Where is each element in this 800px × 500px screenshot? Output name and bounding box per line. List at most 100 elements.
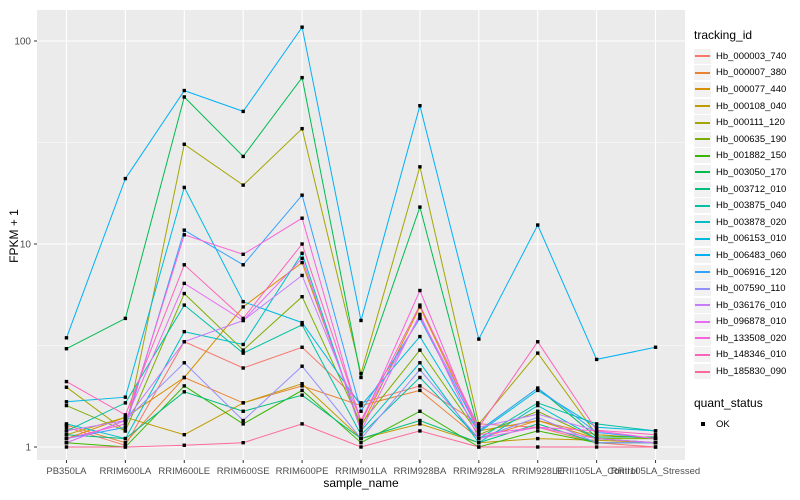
data-point <box>536 436 540 441</box>
data-point <box>536 340 540 344</box>
data-point <box>359 445 363 449</box>
data-point <box>123 445 128 449</box>
data-point <box>594 428 599 432</box>
x-tick-label-PB350LA: PB350LA <box>46 466 87 477</box>
data-point <box>64 422 69 426</box>
data-point <box>64 346 69 351</box>
data-point <box>241 263 245 267</box>
legend-entry-Hb_096878_010: Hb_096878_010 <box>694 314 800 331</box>
data-point <box>359 318 363 323</box>
legend-label: Hb_185830_090 <box>716 366 787 378</box>
data-point <box>653 429 658 433</box>
data-point <box>300 384 304 388</box>
legend-quant-status: quant_status OK <box>694 396 800 433</box>
data-point <box>123 413 128 417</box>
legend-key-line-icon <box>694 164 711 180</box>
legend-entry-Hb_003875_040: Hb_003875_040 <box>694 197 800 214</box>
y-tick-label: 100 <box>14 37 31 48</box>
legend-key-line-icon <box>694 247 711 263</box>
data-point <box>123 418 128 423</box>
legend-key-color <box>695 287 710 290</box>
data-point <box>182 88 186 93</box>
legend-label: Hb_000635_190 <box>716 133 787 145</box>
data-point <box>418 422 422 426</box>
data-point <box>359 422 363 426</box>
data-point <box>477 432 481 437</box>
data-point <box>359 425 363 430</box>
data-point <box>536 415 540 420</box>
data-point <box>300 25 304 29</box>
data-point <box>300 364 304 368</box>
data-point <box>182 95 186 99</box>
legend-entry-Hb_133508_020: Hb_133508_020 <box>694 330 800 347</box>
legend-entry-Hb_000635_190: Hb_000635_190 <box>694 131 800 148</box>
x-tick-label-RRIM928LA: RRIM928LA <box>453 466 505 477</box>
data-point <box>418 165 422 169</box>
data-point <box>123 443 128 447</box>
legend-title-quant-status: quant_status <box>694 395 763 410</box>
data-point <box>653 345 658 349</box>
legend-key-color <box>695 370 710 373</box>
data-point <box>594 445 599 449</box>
legend-key-line-icon <box>694 98 711 114</box>
data-point <box>64 425 69 430</box>
legend-entry-quant-OK: OK <box>694 416 800 433</box>
data-point <box>182 185 186 190</box>
data-point <box>359 403 363 408</box>
data-point <box>64 432 69 437</box>
data-point <box>594 425 599 430</box>
legend-label: Hb_003875_040 <box>716 200 787 212</box>
data-point <box>300 126 304 131</box>
data-point <box>418 305 422 309</box>
data-point <box>594 440 599 445</box>
data-point <box>418 418 422 423</box>
legend-label: Hb_006483_060 <box>716 249 787 261</box>
legend-key-line-icon <box>694 181 711 197</box>
data-point <box>182 375 186 380</box>
data-point <box>359 418 363 423</box>
data-point <box>241 409 245 413</box>
data-point <box>536 401 540 405</box>
legend-entry-Hb_006153_010: Hb_006153_010 <box>694 231 800 248</box>
data-point <box>182 291 186 296</box>
legend-key-color <box>695 320 710 323</box>
legend: tracking_id Hb_000003_740 Hb_000007_380 Hb… <box>694 28 800 432</box>
legend-entry-Hb_000003_740: Hb_000003_740 <box>694 48 800 65</box>
legend-label: Hb_000077_440 <box>716 83 787 95</box>
legend-key-color <box>695 221 710 224</box>
legend-key-line-icon <box>694 264 711 280</box>
data-point <box>359 436 363 441</box>
x-tick-label-RRIM901LA: RRIM901LA <box>335 466 387 477</box>
data-point <box>418 288 422 293</box>
legend-entry-Hb_036176_010: Hb_036176_010 <box>694 297 800 314</box>
legend-key-line-icon <box>694 330 711 346</box>
data-point <box>477 445 481 449</box>
legend-key-color <box>695 271 710 274</box>
legend-key-color <box>695 154 710 157</box>
data-point <box>241 351 245 355</box>
point-icon <box>700 422 705 427</box>
data-point <box>359 409 363 413</box>
data-point <box>653 440 658 445</box>
data-point <box>653 432 658 437</box>
data-point <box>182 340 186 344</box>
data-point <box>182 228 186 232</box>
legend-key-line-icon <box>694 214 711 230</box>
data-point <box>418 348 422 352</box>
legend-key-color <box>695 88 710 91</box>
legend-key-point-icon <box>694 417 711 432</box>
data-point <box>536 445 540 449</box>
data-point <box>300 273 304 278</box>
data-point <box>64 385 69 389</box>
data-point <box>359 440 363 445</box>
data-point <box>300 193 304 197</box>
legend-label: Hb_036176_010 <box>716 299 787 311</box>
legend-key-line-icon <box>694 364 711 380</box>
legend-key-color <box>695 204 710 207</box>
data-point <box>418 104 422 108</box>
data-point <box>182 361 186 365</box>
legend-key-line-icon <box>694 297 711 313</box>
data-point <box>418 375 422 380</box>
legend-entry-Hb_148346_010: Hb_148346_010 <box>694 347 800 364</box>
